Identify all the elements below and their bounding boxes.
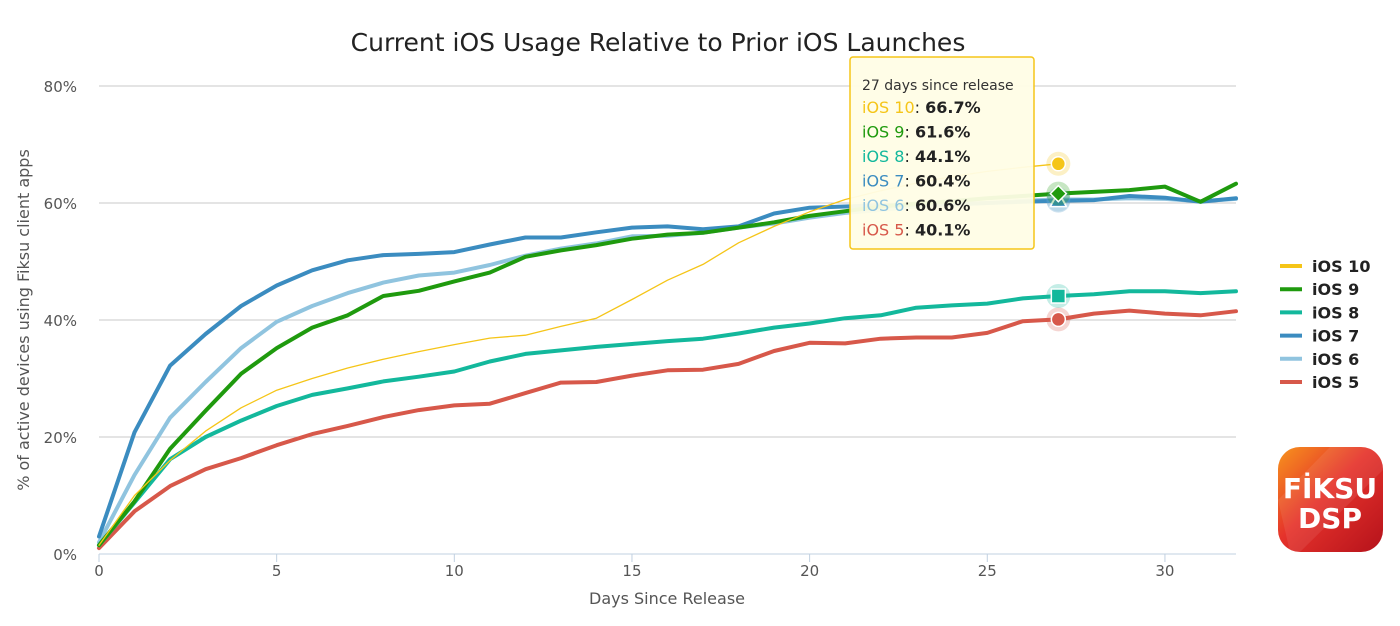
legend: iOS 10 iOS 9 iOS 8 iOS 7 iOS 6 iOS 5 <box>1280 257 1370 392</box>
fiksu-logo: FİKSU DSP <box>1278 447 1383 552</box>
tooltip-row-value: 44.1% <box>915 147 971 166</box>
y-tick-label: 0% <box>53 546 77 564</box>
series-line-ios-8[interactable] <box>97 289 1238 548</box>
x-tick-label: 30 <box>1155 562 1174 580</box>
tooltip-row-name: iOS 8 <box>862 147 904 166</box>
tooltip-row-value: 66.7% <box>925 98 981 117</box>
tooltip-row-separator: : <box>904 123 914 142</box>
series-line-ios-9[interactable] <box>97 181 1238 548</box>
chart-title: Current iOS Usage Relative to Prior iOS … <box>351 28 966 57</box>
y-tick-label: 60% <box>44 195 77 213</box>
tooltip-row-value: 40.1% <box>915 221 971 240</box>
x-tick-label: 0 <box>94 562 104 580</box>
tooltip: 27 days since release iOS 10: 66.7% iOS 9:… <box>849 56 1035 250</box>
tooltip-row-separator: : <box>915 98 925 117</box>
legend-item-ios-10[interactable]: iOS 10 <box>1280 257 1370 276</box>
x-tick-label: 25 <box>978 562 997 580</box>
legend-label: iOS 7 <box>1312 327 1359 346</box>
tooltip-row: iOS 6: 60.6% <box>862 196 970 215</box>
logo-text-line1: FİKSU <box>1283 471 1377 505</box>
x-tick-label: 15 <box>622 562 641 580</box>
marker-ios-8[interactable] <box>1050 288 1067 304</box>
series-line-ios-5[interactable] <box>97 308 1238 551</box>
legend-item-ios-8[interactable]: iOS 8 <box>1280 303 1359 322</box>
legend-item-ios-9[interactable]: iOS 9 <box>1280 280 1359 299</box>
tooltip-row-name: iOS 10 <box>862 98 915 117</box>
x-tick-label: 20 <box>800 562 819 580</box>
tooltip-row-name: iOS 5 <box>862 221 904 240</box>
x-tick-label: 10 <box>445 562 464 580</box>
x-axis-title: Days Since Release <box>589 589 745 608</box>
legend-item-ios-7[interactable]: iOS 7 <box>1280 327 1359 346</box>
legend-item-ios-5[interactable]: iOS 5 <box>1280 373 1359 392</box>
y-tick-label: 80% <box>44 78 77 96</box>
legend-label: iOS 5 <box>1312 373 1359 392</box>
tooltip-row-separator: : <box>904 221 914 240</box>
tooltip-row-name: iOS 7 <box>862 172 904 191</box>
tooltip-row-separator: : <box>904 147 914 166</box>
marker-ios-9[interactable] <box>1049 184 1068 203</box>
tooltip-row: iOS 5: 40.1% <box>862 221 970 240</box>
tooltip-header: 27 days since release <box>862 78 1014 94</box>
x-tick-label: 5 <box>272 562 282 580</box>
tooltip-row-separator: : <box>904 172 914 191</box>
highlight-markers <box>1046 151 1071 332</box>
tooltip-row-name: iOS 6 <box>862 196 904 215</box>
y-axis-title: % of active devices using Fiksu client a… <box>14 149 33 491</box>
marker-ios-10[interactable] <box>1050 156 1067 172</box>
tooltip-row: iOS 7: 60.4% <box>862 172 970 191</box>
tooltip-row-value: 61.6% <box>915 123 971 142</box>
tooltip-row-separator: : <box>904 196 914 215</box>
legend-item-ios-6[interactable]: iOS 6 <box>1280 350 1359 369</box>
legend-label: iOS 10 <box>1312 257 1370 276</box>
tooltip-row: iOS 10: 66.7% <box>862 98 981 117</box>
y-tick-label: 40% <box>44 312 77 330</box>
marker-ios-5[interactable] <box>1050 311 1067 328</box>
tooltip-row-value: 60.6% <box>915 196 971 215</box>
tooltip-row-name: iOS 9 <box>862 123 904 142</box>
tooltip-row: iOS 9: 61.6% <box>862 123 970 142</box>
series-line-ios-7[interactable] <box>97 194 1238 539</box>
legend-label: iOS 9 <box>1312 280 1359 299</box>
tooltip-box <box>849 56 1035 250</box>
series-lines <box>97 163 1238 551</box>
axis-ticks: 0% 20% 40% 60% 80% 0 5 10 15 20 25 30 <box>44 78 1175 580</box>
legend-label: iOS 8 <box>1312 303 1359 322</box>
tooltip-row-value: 60.4% <box>915 172 971 191</box>
logo-text-line2: DSP <box>1298 502 1362 535</box>
tooltip-row: iOS 8: 44.1% <box>862 147 970 166</box>
y-tick-label: 20% <box>44 429 77 447</box>
legend-label: iOS 6 <box>1312 350 1359 369</box>
